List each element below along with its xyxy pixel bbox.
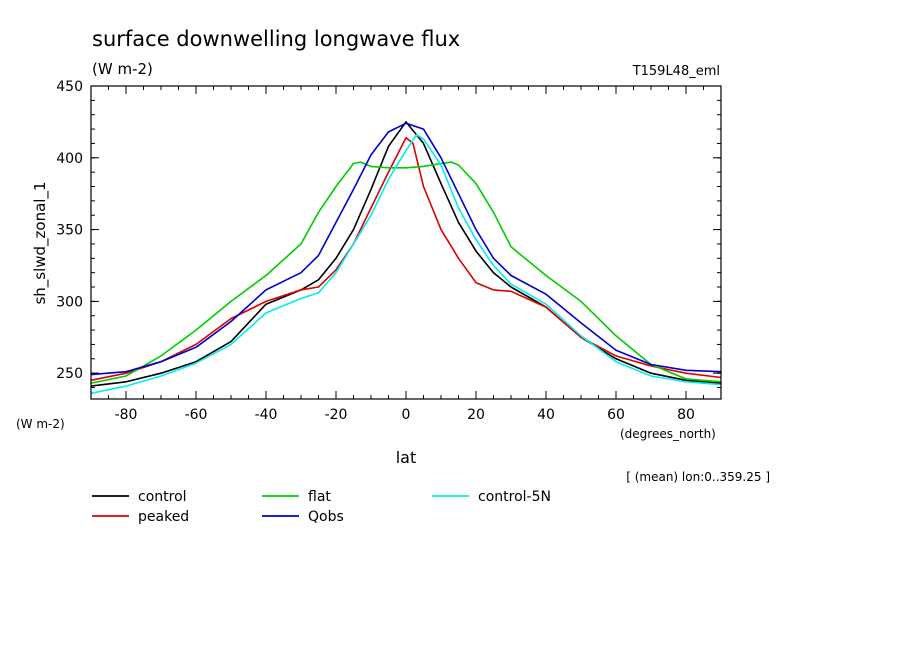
y-tick-label: 250 (56, 366, 83, 382)
chart-units: (W m-2) (92, 60, 153, 78)
axis-ticks: -80 -60 -40 -20 0 20 40 60 80 250 300 350 400 450 (56, 79, 722, 423)
x-tick-label: -20 (325, 407, 348, 423)
y-tick-label: 300 (56, 294, 83, 310)
footnote: [ (mean) lon:0..359.25 ] (626, 470, 770, 484)
y-tick-label: 350 (56, 223, 83, 239)
chart-title: surface downwelling longwave flux (92, 27, 460, 51)
run-label: T159L48_eml (632, 64, 720, 79)
y-units-label: (W m-2) (16, 417, 65, 431)
series-line-flat (90, 161, 722, 384)
y-axis-title: sh_slwd_zonal_1 (31, 181, 50, 304)
x-tick-label: 40 (537, 407, 555, 423)
y-tick-label: 400 (56, 151, 83, 167)
legend-label-peaked: peaked (138, 509, 189, 525)
legend: control peaked flat Qobs control-5N (92, 489, 551, 525)
legend-label-control: control (138, 489, 187, 505)
x-tick-label: -80 (115, 407, 138, 423)
x-tick-label: 20 (467, 407, 485, 423)
x-tick-label: -40 (255, 407, 278, 423)
x-tick-label: 80 (677, 407, 695, 423)
x-tick-label: -60 (185, 407, 208, 423)
series-line-control (90, 121, 722, 387)
series-line-control-5n (90, 134, 722, 395)
series-line-qobs (90, 122, 722, 376)
x-axis-title: lat (396, 448, 417, 467)
legend-label-qobs: Qobs (308, 509, 344, 525)
x-tick-label: 60 (607, 407, 625, 423)
legend-label-flat: flat (308, 489, 331, 505)
y-tick-label: 450 (56, 79, 83, 95)
legend-label-control-5n: control-5N (478, 489, 551, 505)
plot-frame (90, 85, 722, 400)
x-tick-label: 0 (402, 407, 411, 423)
x-units-label: (degrees_north) (620, 427, 716, 441)
data-series (90, 121, 722, 395)
